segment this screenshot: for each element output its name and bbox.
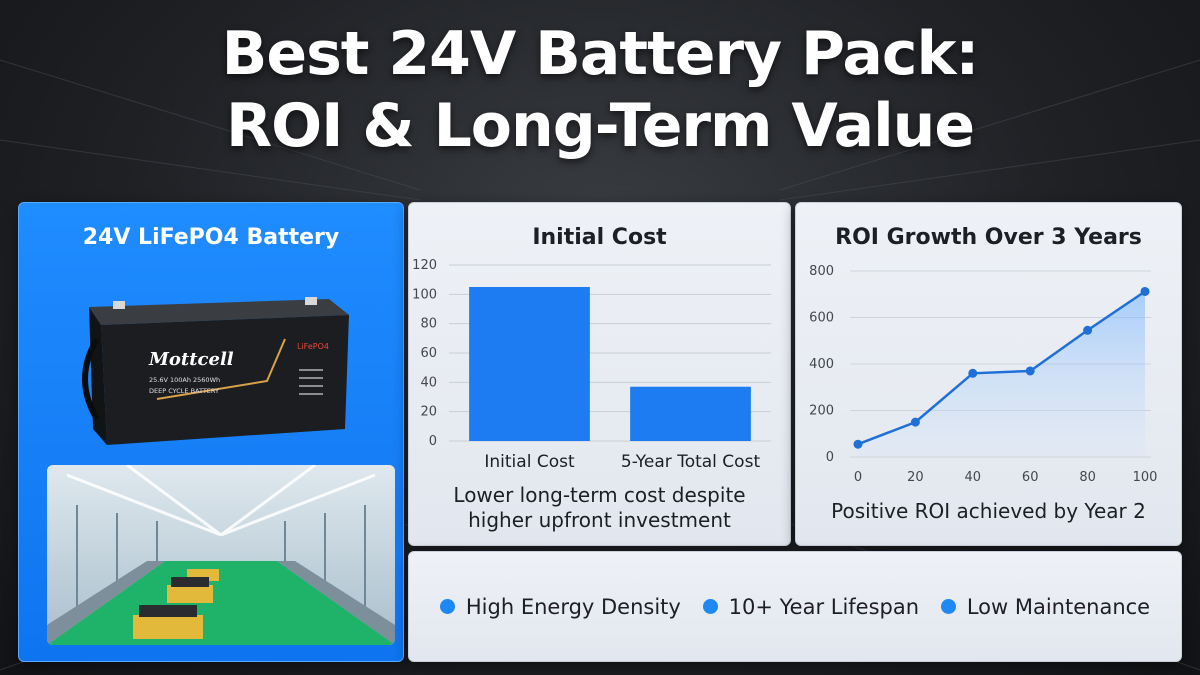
x-tick-label: 40	[965, 470, 982, 485]
x-tick-label: 60	[1022, 470, 1039, 485]
y-tick-label: 40	[420, 375, 437, 390]
y-tick-label: 120	[412, 258, 437, 273]
roi-chart-panel: ROI Growth Over 3 Years 0 200 400 600 800 0 20…	[795, 202, 1182, 546]
bar-chart: 0 20 40 60 80 100 120 Initial Cost 5-Year Total …	[412, 258, 771, 472]
roi-chart: 0 200 400 600 800 0 20 40 60 80 100	[809, 264, 1158, 485]
y-tick-label: 0	[429, 434, 437, 449]
battery-type: DEEP CYCLE BATTERY	[149, 387, 219, 395]
feature-label: 10+ Year Lifespan	[728, 594, 920, 619]
y-tick-label: 800	[809, 264, 834, 279]
feature-label: High Energy Density	[465, 594, 681, 619]
y-tick-label: 400	[809, 357, 834, 372]
y-tick-label: 200	[809, 404, 834, 419]
roi-chart-title: ROI Growth Over 3 Years	[835, 225, 1142, 250]
factory-image	[47, 465, 395, 645]
roi-data-point	[1083, 325, 1093, 335]
feature-label: Low Maintenance	[966, 594, 1151, 619]
bar	[630, 386, 751, 441]
features-panel: High Energy Density 10+ Year Lifespan Lo…	[408, 551, 1182, 662]
bar-chart-title: Initial Cost	[532, 225, 667, 250]
x-category-label: 5-Year Total Cost	[621, 452, 761, 472]
roi-series-line	[857, 290, 1146, 446]
product-panel: 24V LiFePO4 Battery Mottcell LiFePO4 25.…	[18, 202, 404, 662]
title-line-2: ROI & Long-Term Value	[225, 91, 975, 161]
battery-image: Mottcell LiFePO4 25.6V 100Ah 2560Wh DEEP…	[67, 269, 367, 449]
battery-brand: Mottcell	[148, 349, 234, 370]
feature-item: Low Maintenance	[940, 594, 1151, 619]
x-tick-label: 0	[854, 470, 862, 485]
y-tick-label: 600	[809, 311, 834, 326]
roi-data-point	[968, 368, 978, 378]
bullet-dot-icon	[940, 599, 956, 614]
x-tick-label: 20	[907, 470, 924, 485]
roi-data-point	[910, 417, 920, 427]
feature-item: 10+ Year Lifespan	[702, 594, 920, 619]
battery-spec: 25.6V 100Ah 2560Wh	[149, 376, 220, 384]
bar	[469, 287, 590, 441]
page-title: Best 24V Battery Pack: ROI & Long-Term V…	[0, 18, 1200, 162]
y-tick-label: 0	[826, 450, 834, 465]
bullet-dot-icon	[702, 599, 718, 614]
x-tick-label: 80	[1079, 470, 1096, 485]
roi-area	[858, 291, 1145, 457]
x-category-label: Initial Cost	[484, 452, 575, 472]
bar-chart-panel: Initial Cost 0 20 40 60 80 100 120 Initial Cost…	[408, 202, 791, 546]
title-line-1: Best 24V Battery Pack:	[221, 19, 980, 89]
bar-chart-caption: Lower long-term cost despite higher upfr…	[409, 483, 790, 533]
bullet-dot-icon	[439, 599, 455, 614]
bar-chart-caption-line-2: higher upfront investment	[468, 508, 731, 532]
y-tick-label: 80	[420, 317, 437, 332]
feature-item: High Energy Density	[439, 594, 681, 619]
y-tick-label: 100	[412, 287, 437, 302]
roi-data-point	[853, 439, 863, 449]
roi-data-point	[1025, 366, 1035, 376]
roi-data-point	[1140, 286, 1150, 296]
battery-chem: LiFePO4	[297, 342, 329, 351]
y-tick-label: 20	[420, 405, 437, 420]
y-tick-label: 60	[420, 346, 437, 361]
product-panel-title: 24V LiFePO4 Battery	[82, 225, 340, 250]
bar-chart-caption-line-1: Lower long-term cost despite	[453, 483, 746, 507]
roi-chart-caption: Positive ROI achieved by Year 2	[831, 499, 1146, 523]
x-tick-label: 100	[1133, 470, 1158, 485]
